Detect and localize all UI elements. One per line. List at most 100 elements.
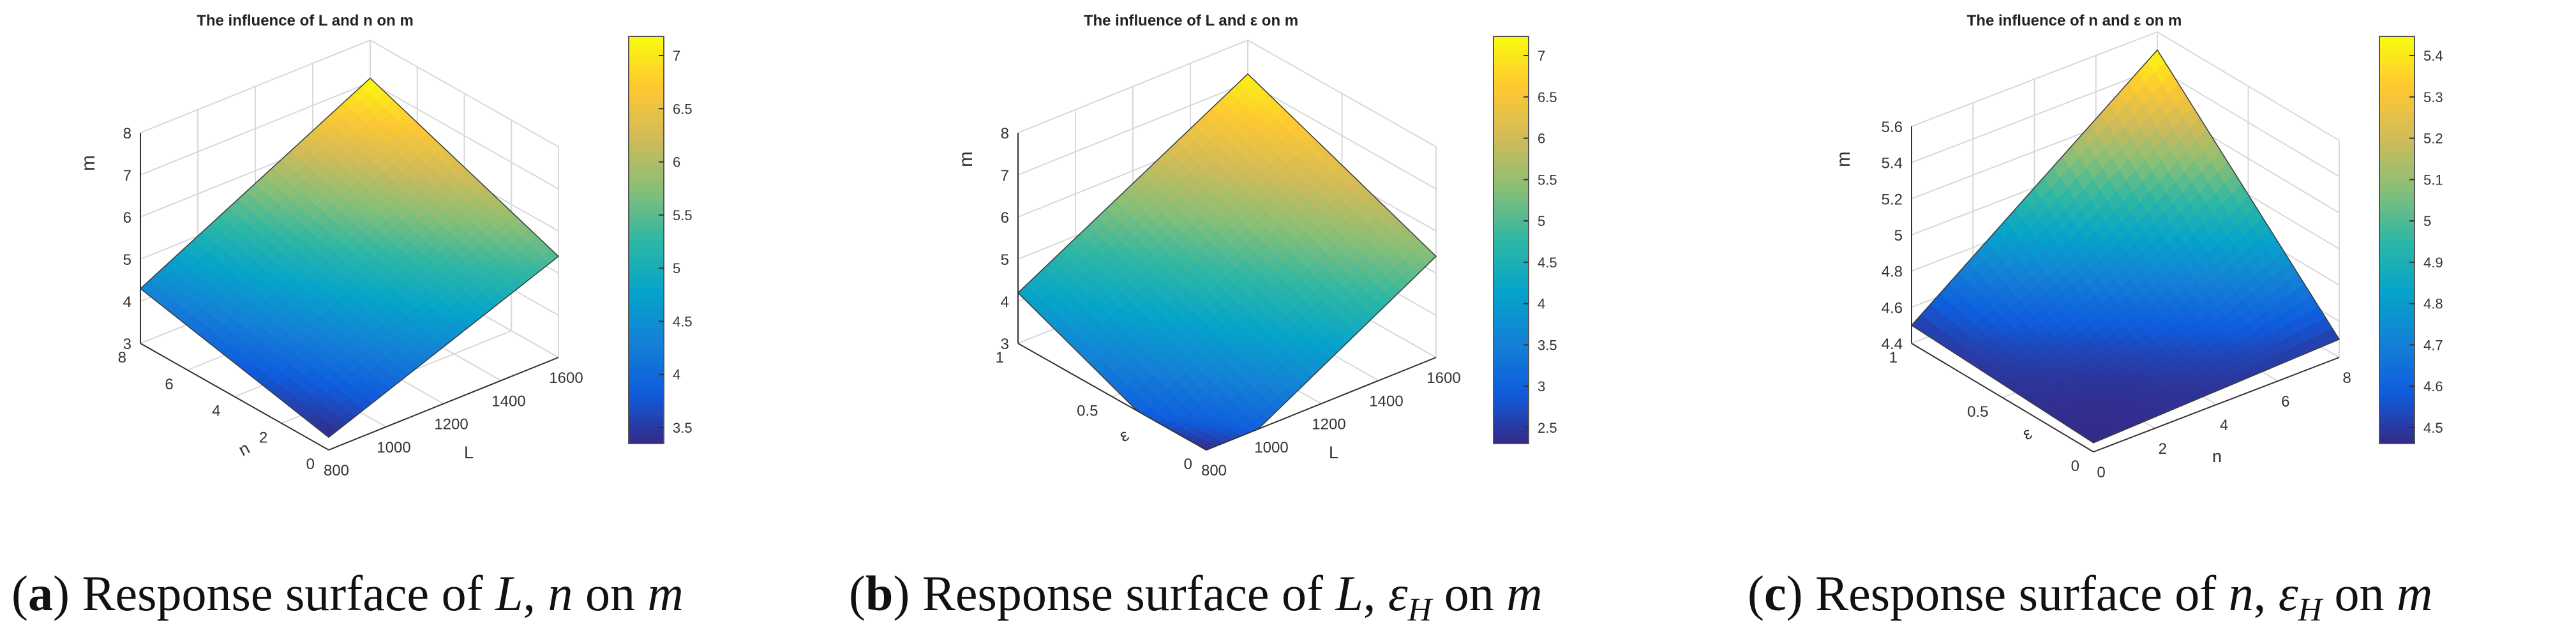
colorbar-segment	[2379, 430, 2415, 438]
x-tick-label: 4	[2220, 417, 2228, 434]
colorbar-segment	[1494, 226, 1529, 234]
colorbar-segment	[629, 185, 664, 193]
surface	[139, 77, 560, 438]
caption-c-var-1: n	[2228, 565, 2254, 621]
colorbar-segment	[2379, 294, 2415, 302]
colorbar-segment	[2379, 409, 2415, 417]
z-axis-label: m	[1833, 151, 1854, 167]
colorbar-segment	[629, 355, 664, 363]
y-tick-label: 2	[259, 429, 267, 446]
colorbar-segment	[2379, 416, 2415, 424]
colorbar-segment	[1494, 192, 1529, 200]
colorbar-segment	[629, 328, 664, 336]
colorbar-segment	[2379, 172, 2415, 180]
colorbar-segment	[629, 430, 664, 438]
colorbar-segment	[2379, 369, 2415, 377]
grid-line	[140, 40, 371, 133]
colorbar-segment	[629, 91, 664, 98]
colorbar-segment	[629, 416, 664, 424]
grid-line	[2157, 31, 2340, 141]
colorbar-segment	[2379, 341, 2415, 350]
colorbar-segment	[2379, 63, 2415, 71]
x-tick-label: 800	[1201, 462, 1227, 479]
colorbar-segment	[2379, 206, 2415, 214]
colorbar-segment	[1494, 117, 1529, 126]
colorbar-segment	[629, 138, 664, 146]
colorbar-segment	[2379, 362, 2415, 370]
colorbar-segment	[1494, 348, 1529, 356]
colorbar-segment	[629, 36, 664, 44]
z-tick-label: 7	[123, 167, 131, 184]
colorbar-segment	[1494, 63, 1529, 71]
caption-a-sep: ,	[523, 565, 548, 621]
colorbar-segment	[2379, 246, 2415, 255]
colorbar-tick-label: 4.8	[2423, 296, 2443, 312]
y-tick-label: 8	[118, 349, 126, 366]
colorbar-segment	[629, 131, 664, 139]
colorbar-segment	[1494, 308, 1529, 315]
colorbar-segment	[2379, 117, 2415, 126]
colorbar: 2.5 3 3.5 4 4.5 5 5.5 6 6.5 7	[1493, 36, 1557, 444]
caption-b-tag: b	[865, 565, 894, 621]
colorbar-segment	[1494, 158, 1529, 167]
colorbar-frame	[2379, 36, 2415, 444]
colorbar-segment	[1494, 151, 1529, 160]
colorbar-segment	[2379, 91, 2415, 98]
colorbar-segment	[629, 260, 664, 268]
colorbar-segment	[1494, 84, 1529, 92]
colorbar-segment	[1494, 253, 1529, 261]
z-tick-label: 8	[1001, 125, 1009, 142]
colorbar-segment	[1494, 260, 1529, 268]
z-tick-label: 7	[1001, 167, 1009, 184]
caption-c-on: on	[2322, 565, 2397, 621]
colorbar-tick-label: 4	[673, 367, 680, 383]
colorbar-segment	[2379, 158, 2415, 167]
colorbar-segment	[1494, 240, 1529, 248]
colorbar-segment	[1494, 274, 1529, 281]
colorbar-segment	[2379, 124, 2415, 132]
grid-line	[1247, 82, 1437, 190]
colorbar-segment	[629, 70, 664, 78]
colorbar-segment	[2379, 274, 2415, 281]
y-axis	[140, 343, 329, 451]
x-tick-label: 800	[324, 462, 349, 479]
z-tick-label: 5.4	[1882, 155, 1903, 172]
colorbar-segment	[629, 253, 664, 261]
colorbar-segment	[2379, 70, 2415, 78]
x-tick-label: 1400	[1369, 393, 1403, 410]
x-axis	[2093, 357, 2340, 453]
colorbar-segment	[629, 97, 664, 105]
z-tick-label: 6	[123, 209, 131, 227]
grid-line	[370, 82, 559, 190]
x-axis-label: n	[2212, 447, 2222, 466]
surface	[1910, 49, 2340, 444]
colorbar-tick-label: 4.5	[2423, 420, 2443, 436]
y-axis-label: ε	[1116, 425, 1132, 446]
z-tick-label: 4.8	[1882, 264, 1903, 281]
x-tick-label: 1200	[1312, 416, 1345, 433]
x-tick-label: 1200	[434, 416, 468, 433]
z-tick-label: 5.6	[1882, 119, 1903, 136]
colorbar-segment	[1494, 110, 1529, 119]
colorbar-segment	[2379, 314, 2415, 322]
colorbar-segment	[2379, 321, 2415, 329]
colorbar-segment	[1494, 341, 1529, 350]
colorbar-segment	[1494, 124, 1529, 132]
colorbar-segment	[629, 63, 664, 71]
colorbar-tick-label: 4.6	[2423, 378, 2443, 394]
y-tick-label: 4	[212, 403, 220, 420]
colorbar-segment	[2379, 233, 2415, 241]
colorbar-segment	[1494, 91, 1529, 98]
colorbar-segment	[2379, 240, 2415, 248]
colorbar-frame	[1493, 36, 1529, 444]
colorbar-segment	[629, 348, 664, 356]
x-axis-label: L	[464, 443, 474, 462]
colorbar-tick-label: 6	[1538, 131, 1545, 147]
colorbar-tick-label: 5.5	[673, 207, 693, 223]
colorbar-tick-label: 5.3	[2423, 89, 2443, 105]
colorbar-segment	[629, 226, 664, 234]
colorbar-segment	[2379, 84, 2415, 92]
colorbar-segment	[2379, 199, 2415, 207]
